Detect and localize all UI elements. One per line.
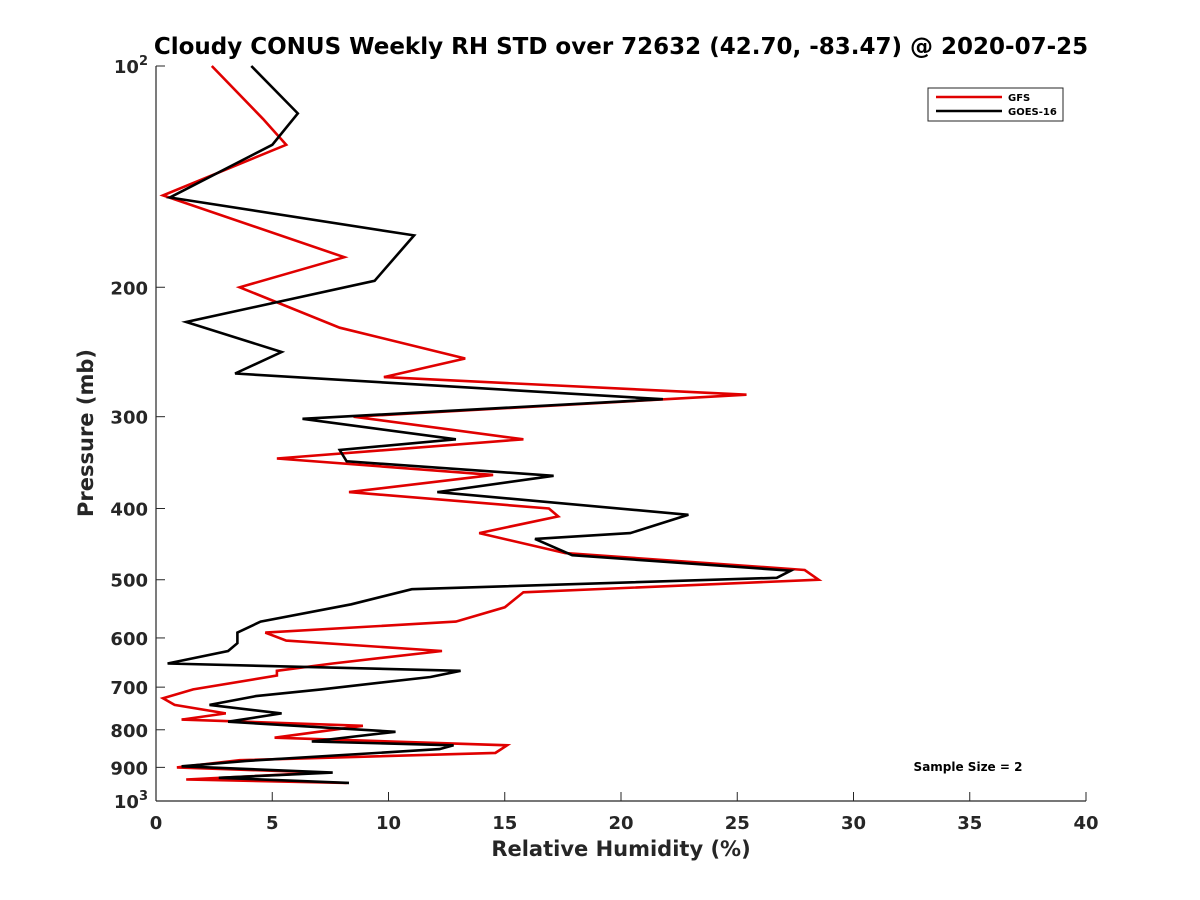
- legend-label-goes-16: GOES-16: [1008, 107, 1057, 118]
- y-tick-label: 900: [110, 758, 148, 779]
- x-tick-label: 0: [150, 813, 163, 834]
- chart-title: Cloudy CONUS Weekly RH STD over 72632 (4…: [154, 34, 1088, 60]
- plot-area: 0 5 10 15 20 25 30 35 40102200300400500600700800…: [110, 54, 1098, 834]
- x-tick-label: 40: [1073, 813, 1098, 834]
- y-tick-label: 200: [110, 278, 148, 299]
- x-tick-label: 20: [608, 813, 633, 834]
- y-tick-label: 300: [110, 408, 148, 429]
- legend-box: [927, 87, 1064, 122]
- y-tick-label: 600: [110, 629, 148, 650]
- y-tick-exponent: 2: [139, 54, 148, 69]
- x-tick-label: 35: [957, 813, 982, 834]
- x-tick-label: 15: [492, 813, 517, 834]
- series-line-goes-16: [165, 65, 796, 785]
- y-tick-label: 400: [110, 500, 148, 521]
- legend-label-gfs: GFS: [1008, 93, 1030, 104]
- x-tick-label: 25: [725, 813, 750, 834]
- legend: GFS GOES-16: [927, 87, 1064, 122]
- sample-size-annotation: Sample Size = 2: [914, 760, 1023, 774]
- y-tick-label: 102: [114, 54, 148, 78]
- y-tick-base: 10: [114, 792, 139, 813]
- y-tick-label: 103: [114, 789, 148, 813]
- x-axis-label: Relative Humidity (%): [491, 837, 750, 861]
- y-tick-label: 800: [110, 721, 148, 742]
- x-tick-label: 10: [376, 813, 401, 834]
- x-tick-label: 5: [266, 813, 279, 834]
- y-tick-exponent: 3: [139, 789, 148, 804]
- y-axis-label: Pressure (mb): [74, 349, 98, 517]
- x-tick-label: 30: [841, 813, 866, 834]
- y-tick-label: 700: [110, 678, 148, 699]
- y-tick-label: 500: [110, 571, 148, 592]
- y-tick-base: 10: [114, 57, 139, 78]
- series-line-gfs: [159, 65, 823, 785]
